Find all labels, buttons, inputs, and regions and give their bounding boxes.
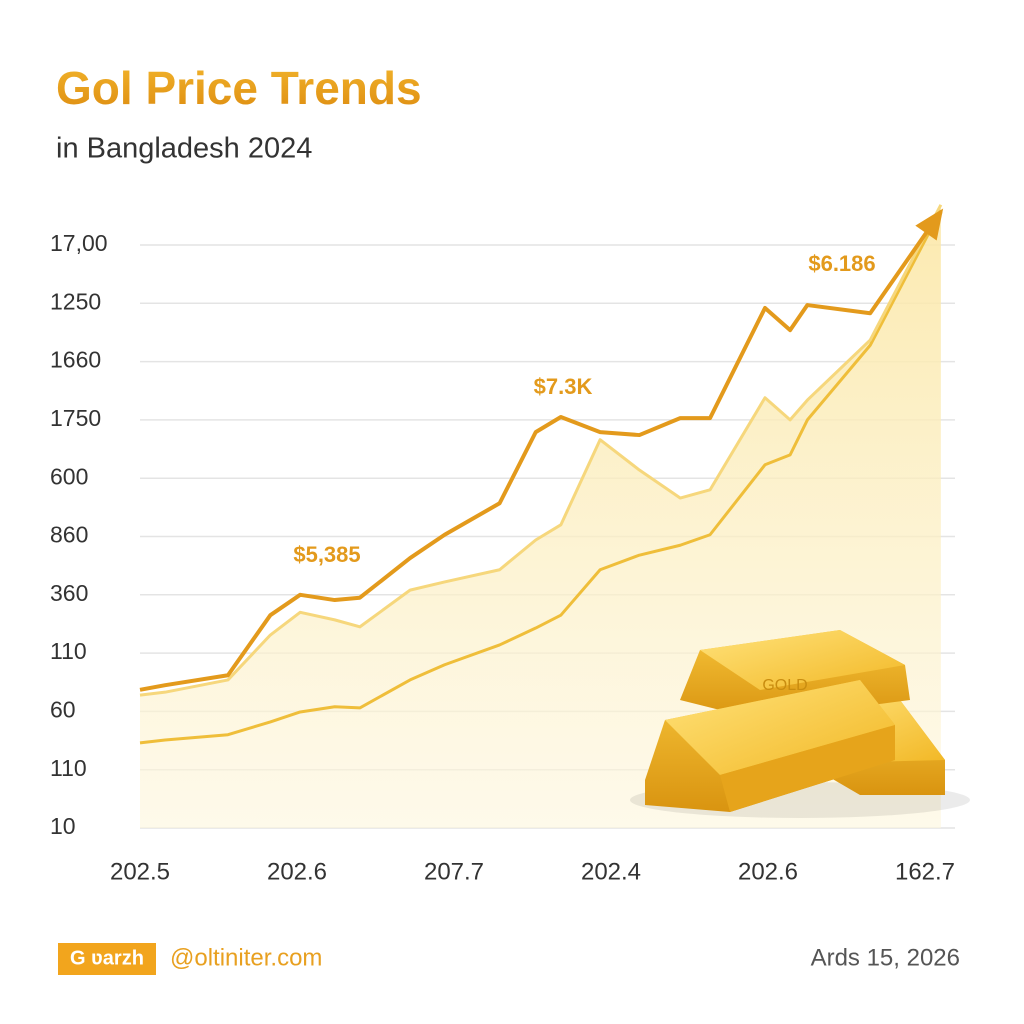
- arrowhead: [915, 208, 944, 241]
- x-tick-label: 207.7: [424, 858, 484, 885]
- y-tick-label: 1660: [50, 347, 101, 373]
- y-tick-label: 600: [50, 463, 88, 489]
- footer-date: Ards 15, 2026: [811, 944, 960, 971]
- x-tick-label: 202.6: [267, 858, 327, 885]
- x-tick-label: 162.7: [895, 858, 955, 885]
- y-tick-label: 110: [50, 638, 87, 664]
- y-tick-label: 10: [50, 813, 76, 839]
- y-tick-label: 360: [50, 580, 88, 606]
- chart-subtitle: in Bangladesh 2024: [56, 133, 312, 165]
- y-tick-label: 17,00: [50, 230, 108, 256]
- y-tick-label: 860: [50, 522, 88, 548]
- footer-site: @oltiniter.com: [170, 944, 322, 971]
- line: [139, 210, 943, 692]
- x-tick-label: 202.5: [110, 858, 170, 885]
- y-tick-label: 1250: [50, 288, 101, 314]
- y-tick-label: 60: [50, 696, 76, 722]
- x-tick-label: 202.4: [581, 858, 641, 885]
- y-tick-label: 110: [50, 755, 87, 781]
- chart-title: Gol Price Trends: [56, 62, 422, 114]
- svg-text:GOLD: GOLD: [762, 677, 807, 694]
- gold-bars: GOLD: [630, 630, 970, 818]
- footer-badge-bg: [58, 943, 156, 975]
- annotation: $7.3K: [534, 374, 593, 399]
- annotation: $6.186: [808, 251, 875, 276]
- annotation: $5,385: [293, 542, 360, 567]
- x-tick-label: 202.6: [738, 858, 798, 885]
- line: [139, 204, 943, 697]
- y-tick-label: 1750: [50, 405, 101, 431]
- footer-badge: G ʋarzh: [70, 947, 144, 969]
- line: [139, 209, 943, 745]
